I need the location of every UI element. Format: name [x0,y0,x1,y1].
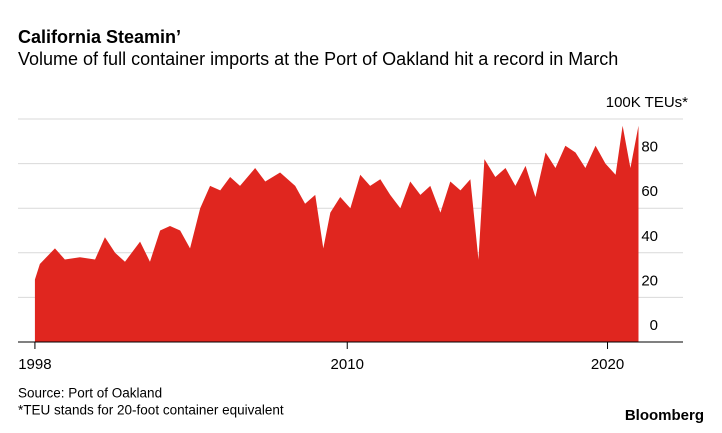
chart-title: California Steamin’ [18,27,181,47]
y-tick-label: 40 [641,228,658,245]
x-tick-label: 1998 [18,356,51,373]
area [34,125,639,342]
x-tick-label: 2010 [331,356,364,373]
x-tick-label: 2020 [591,356,624,373]
source: Source: Port of Oakland [18,386,162,401]
y-tick-label: 100K TEUs* [606,94,688,111]
chart-subtitle: Volume of full container imports at the … [18,49,618,69]
brand: Bloomberg [625,407,704,424]
y-tick-label: 20 [641,272,658,289]
y-tick-label: 80 [641,139,658,156]
footnote: *TEU stands for 20-foot container equiva… [18,403,284,418]
y-tick-label: 0 [650,317,658,334]
y-tick-label: 60 [641,183,658,200]
